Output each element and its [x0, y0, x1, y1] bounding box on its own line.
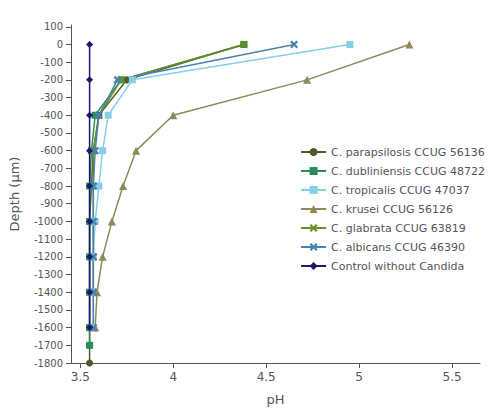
svg-text:Control without Candida: Control without Candida — [331, 260, 464, 273]
svg-text:3.5: 3.5 — [71, 370, 90, 384]
svg-text:-1500: -1500 — [34, 304, 63, 315]
svg-text:-1000: -1000 — [34, 216, 63, 227]
svg-text:4.5: 4.5 — [257, 370, 276, 384]
svg-text:C. dubliniensis CCUG 48722: C. dubliniensis CCUG 48722 — [331, 165, 485, 178]
svg-text:5: 5 — [355, 370, 363, 384]
svg-text:-1600: -1600 — [34, 322, 63, 333]
svg-text:-1800: -1800 — [34, 358, 63, 369]
svg-text:-600: -600 — [40, 145, 63, 156]
svg-text:-400: -400 — [40, 110, 63, 121]
svg-text:-500: -500 — [40, 127, 63, 138]
svg-text:-1700: -1700 — [34, 340, 63, 351]
svg-text:-1200: -1200 — [34, 251, 63, 262]
svg-text:0: 0 — [57, 39, 63, 50]
svg-text:-1400: -1400 — [34, 287, 63, 298]
svg-text:100: 100 — [44, 21, 63, 32]
svg-text:C. glabrata CCUG 63819: C. glabrata CCUG 63819 — [331, 222, 466, 235]
svg-text:C. parapsilosis CCUG 56136: C. parapsilosis CCUG 56136 — [331, 146, 485, 159]
svg-text:5.5: 5.5 — [443, 370, 462, 384]
svg-text:pH: pH — [266, 392, 284, 407]
svg-text:-1100: -1100 — [34, 234, 63, 245]
svg-text:C. tropicalis CCUG 47037: C. tropicalis CCUG 47037 — [331, 184, 470, 197]
svg-text:-800: -800 — [40, 181, 63, 192]
svg-text:-900: -900 — [40, 198, 63, 209]
svg-text:Depth (μm): Depth (μm) — [7, 157, 22, 232]
svg-text:-100: -100 — [40, 57, 63, 68]
svg-text:-1300: -1300 — [34, 269, 63, 280]
svg-text:C. krusei CCUG 56126: C. krusei CCUG 56126 — [331, 203, 453, 216]
svg-text:-700: -700 — [40, 163, 63, 174]
svg-text:4: 4 — [169, 370, 177, 384]
svg-text:-200: -200 — [40, 74, 63, 85]
svg-text:C. albicans CCUG 46390: C. albicans CCUG 46390 — [331, 241, 465, 254]
svg-text:-300: -300 — [40, 92, 63, 103]
